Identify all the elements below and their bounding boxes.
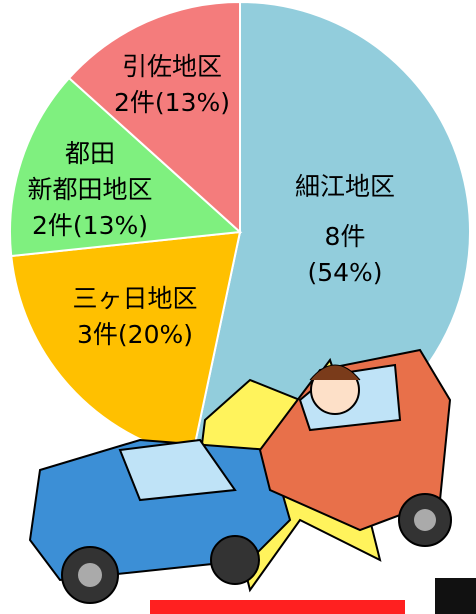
category-label: 細江地区 xyxy=(295,172,395,201)
category-label: 引佐地区 xyxy=(122,52,222,81)
category-label: 三ヶ日地区 xyxy=(72,284,197,313)
value-label: 3件(20%) xyxy=(77,320,193,349)
chart: 細江地区8件(54%)三ヶ日地区3件(20%)都田新都田地区2件(13%)引佐地… xyxy=(0,0,476,614)
value-label: 2件(13%) xyxy=(114,88,230,117)
value-label: 2件(13%) xyxy=(32,211,148,240)
